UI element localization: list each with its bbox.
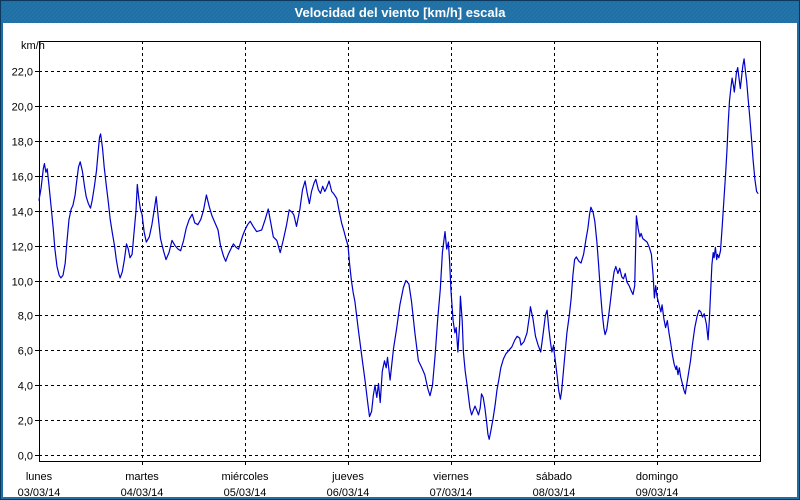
y-tick-label: 10,0 — [12, 277, 33, 289]
x-date-label: 06/03/14 — [327, 487, 370, 499]
y-tick-label: 14,0 — [12, 207, 33, 219]
wind-speed-line — [38, 58, 759, 440]
gridlines — [39, 41, 760, 461]
x-day-label: domingo — [636, 471, 678, 483]
window-titlebar[interactable]: Velocidad del viento [km/h] escala — [2, 2, 798, 23]
x-axis-labels: lunes 03/03/14 martes 04/03/14 miércoles 05/0… — [18, 471, 679, 499]
unit-label: km/h — [21, 40, 45, 52]
y-tick-label: 22,0 — [12, 67, 33, 79]
y-tick-label: 0,0 — [18, 451, 33, 463]
y-axis-unit-label: km/h — [21, 40, 45, 52]
axis-ticks — [35, 71, 658, 465]
plot-border — [39, 41, 761, 462]
y-tick-label: 16,0 — [12, 172, 33, 184]
x-date-label: 07/03/14 — [430, 487, 473, 499]
x-day-label: sábado — [536, 471, 572, 483]
y-tick-label: 2,0 — [18, 416, 33, 428]
x-day-label: martes — [125, 471, 159, 483]
y-tick-label: 20,0 — [12, 102, 33, 114]
x-day-label: lunes — [26, 471, 53, 483]
y-tick-label: 4,0 — [18, 381, 33, 393]
x-day-label: jueves — [331, 471, 364, 483]
x-day-label: viernes — [433, 471, 469, 483]
x-date-label: 05/03/14 — [224, 487, 267, 499]
x-date-label: 09/03/14 — [636, 487, 679, 499]
y-tick-label: 12,0 — [12, 242, 33, 254]
series-velocidad-del-viento — [38, 58, 759, 440]
x-date-label: 04/03/14 — [121, 487, 164, 499]
x-day-label: miércoles — [221, 471, 269, 483]
y-tick-label: 6,0 — [18, 346, 33, 358]
y-tick-label: 8,0 — [18, 311, 33, 323]
y-axis-labels: 0,0 2,0 4,0 6,0 8,0 10,0 12,0 14,0 16,0 18,0 20,0 2… — [12, 67, 33, 463]
window-title: Velocidad del viento [km/h] escala — [294, 5, 506, 20]
x-date-label: 03/03/14 — [18, 487, 61, 499]
x-date-label: 08/03/14 — [533, 487, 576, 499]
y-tick-label: 18,0 — [12, 137, 33, 149]
